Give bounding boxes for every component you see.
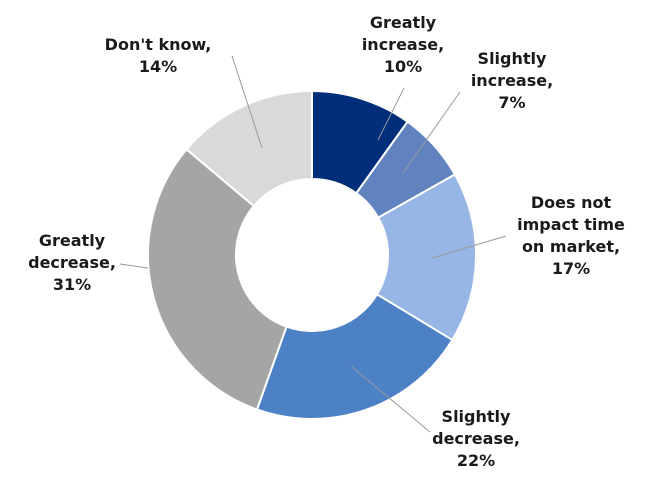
data-label-line: increase, bbox=[362, 35, 444, 54]
leader-line bbox=[351, 366, 431, 433]
leader-line bbox=[119, 263, 149, 269]
data-label-line: 22% bbox=[457, 451, 495, 470]
slice-labels: Greatly increase, 10% Slightly increase, 7% Do… bbox=[28, 13, 625, 470]
data-label-line: Don't know, bbox=[105, 35, 212, 54]
data-label-line: 10% bbox=[384, 57, 422, 76]
data-label-line: 31% bbox=[53, 275, 91, 294]
data-label: Greatly decrease, 31% bbox=[28, 231, 116, 294]
data-label: Does not impact time on market, 17% bbox=[517, 193, 625, 278]
data-label-line: impact time bbox=[517, 215, 625, 234]
slice-slightly-decrease bbox=[255, 292, 454, 420]
leader-line bbox=[431, 235, 507, 259]
data-label-line: Greatly bbox=[39, 231, 106, 250]
data-label-line: on market, bbox=[522, 237, 620, 256]
data-label: Slightly decrease, 22% bbox=[432, 407, 520, 470]
data-label-line: decrease, bbox=[28, 253, 116, 272]
data-label-line: 14% bbox=[139, 57, 177, 76]
data-label-line: Greatly bbox=[370, 13, 437, 32]
data-label-line: increase, bbox=[471, 71, 553, 90]
data-label: Greatly increase, 10% bbox=[362, 13, 444, 76]
data-label-line: Does not bbox=[531, 193, 612, 212]
leader-line bbox=[377, 87, 405, 141]
donut-slices bbox=[147, 89, 477, 420]
leader-lines bbox=[119, 55, 507, 433]
data-label: Don't know, 14% bbox=[105, 35, 212, 76]
data-label-line: 7% bbox=[498, 93, 525, 112]
data-label-line: Slightly bbox=[442, 407, 511, 426]
leader-line bbox=[402, 91, 461, 174]
data-label-line: Slightly bbox=[478, 49, 547, 68]
data-label-line: decrease, bbox=[432, 429, 520, 448]
data-label-line: 17% bbox=[552, 259, 590, 278]
data-label: Slightly increase, 7% bbox=[471, 49, 553, 112]
leader-line bbox=[231, 55, 263, 149]
slice-does-not-impact-time-on-market bbox=[375, 173, 477, 342]
slice-greatly-decrease bbox=[147, 147, 288, 411]
slice-don-t-know bbox=[185, 89, 313, 208]
